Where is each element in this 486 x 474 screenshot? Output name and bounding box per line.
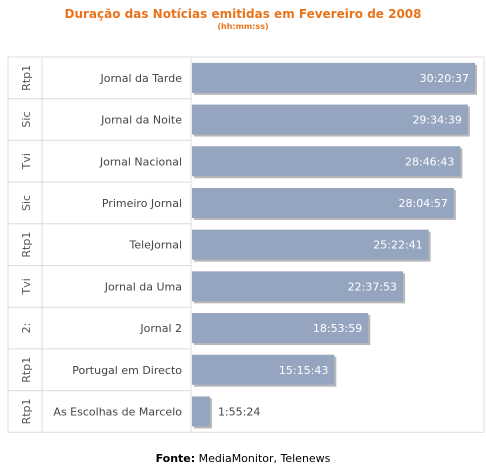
- channel-label: Rtp1: [20, 232, 33, 258]
- channel-label: Rtp1: [20, 398, 33, 424]
- bar: [192, 271, 404, 302]
- program-label: Primeiro Jornal: [102, 197, 182, 210]
- chart-title: Duração das Notícias emitidas em Feverei…: [64, 7, 422, 21]
- program-label: Portugal em Directo: [72, 364, 182, 377]
- bar-value-label: 15:15:43: [279, 364, 328, 377]
- bar: [192, 313, 369, 344]
- bar: [192, 354, 335, 385]
- bar: [192, 62, 475, 93]
- bar: [192, 396, 210, 427]
- bar-value-label: 28:04:57: [399, 197, 448, 210]
- chart-frame: [7, 56, 485, 433]
- channel-label: Rtp1: [20, 357, 33, 383]
- channel-label: 2:: [20, 323, 33, 334]
- program-label: Jornal da Tarde: [99, 72, 182, 85]
- program-label: As Escolhas de Marcelo: [53, 405, 182, 418]
- bar-value-label: 22:37:53: [348, 280, 397, 293]
- bar-value-label: 25:22:41: [373, 239, 422, 252]
- bar: [192, 229, 429, 260]
- channel-label: Sic: [20, 112, 33, 128]
- program-label: Jornal da Noite: [100, 114, 182, 127]
- channel-label: Sic: [20, 195, 33, 211]
- bar-value-label: 30:20:37: [420, 72, 469, 85]
- program-label: TeleJornal: [128, 239, 182, 252]
- program-label: Jornal da Uma: [104, 280, 182, 293]
- channel-label: Tvi: [20, 153, 33, 170]
- source-label: Fonte:: [155, 452, 196, 465]
- program-label: Jornal Nacional: [99, 155, 182, 168]
- bar-value-label: 1:55:24: [218, 405, 260, 418]
- channel-label: Tvi: [20, 278, 33, 295]
- bar: [192, 146, 461, 177]
- bar-value-label: 29:34:39: [412, 114, 461, 127]
- source-text: MediaMonitor, Telenews: [198, 452, 331, 465]
- program-label: Jornal 2: [139, 322, 182, 335]
- bar: [192, 187, 454, 218]
- bar-value-label: 28:46:43: [405, 155, 454, 168]
- bar-value-label: 18:53:59: [313, 322, 362, 335]
- source-note: Fonte: MediaMonitor, Telenews: [0, 453, 486, 465]
- bar: [192, 104, 468, 135]
- chart-subtitle: (hh:mm:ss): [217, 22, 269, 31]
- channel-label: Rtp1: [20, 65, 33, 91]
